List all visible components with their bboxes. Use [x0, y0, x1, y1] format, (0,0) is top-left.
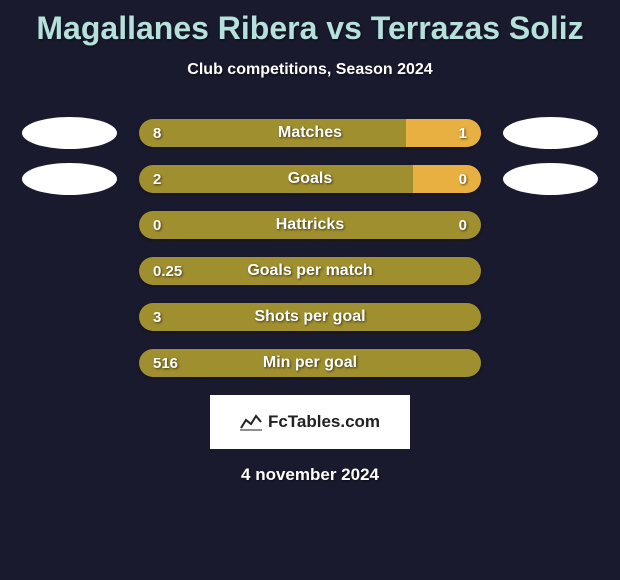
stat-row: 81Matches	[0, 119, 620, 147]
stats-container: 81Matches20Goals00Hattricks0.25Goals per…	[0, 119, 620, 377]
bar-segment-left	[139, 165, 413, 193]
stat-row: 00Hattricks	[0, 211, 620, 239]
stat-value-left: 3	[139, 303, 175, 331]
stat-bar: 00Hattricks	[139, 211, 481, 239]
bar-segment-left	[139, 119, 406, 147]
player-avatar-right	[503, 117, 598, 149]
stat-bar: 20Goals	[139, 165, 481, 193]
player-avatar-left	[22, 163, 117, 195]
stat-value-left: 0	[139, 211, 175, 239]
subtitle: Club competitions, Season 2024	[0, 61, 620, 79]
page-title: Magallanes Ribera vs Terrazas Soliz	[0, 0, 620, 47]
player-avatar-left	[22, 117, 117, 149]
brand-badge: FcTables.com	[210, 395, 410, 449]
stat-value-left: 8	[139, 119, 175, 147]
stat-value-left: 2	[139, 165, 175, 193]
stat-bar: 516Min per goal	[139, 349, 481, 377]
stat-value-right: 0	[445, 165, 481, 193]
stat-row: 0.25Goals per match	[0, 257, 620, 285]
stat-bar: 3Shots per goal	[139, 303, 481, 331]
date-text: 4 november 2024	[0, 465, 620, 485]
brand-logo-icon	[240, 413, 262, 431]
player-avatar-right	[503, 163, 598, 195]
stat-value-left: 516	[139, 349, 192, 377]
stat-value-right: 0	[445, 211, 481, 239]
stat-row: 20Goals	[0, 165, 620, 193]
brand-text: FcTables.com	[268, 412, 380, 432]
bar-segment-left	[139, 303, 481, 331]
stat-row: 516Min per goal	[0, 349, 620, 377]
bar-segment-left	[139, 211, 481, 239]
stat-row: 3Shots per goal	[0, 303, 620, 331]
stat-value-left: 0.25	[139, 257, 196, 285]
stat-bar: 0.25Goals per match	[139, 257, 481, 285]
stat-value-right: 1	[445, 119, 481, 147]
stat-bar: 81Matches	[139, 119, 481, 147]
